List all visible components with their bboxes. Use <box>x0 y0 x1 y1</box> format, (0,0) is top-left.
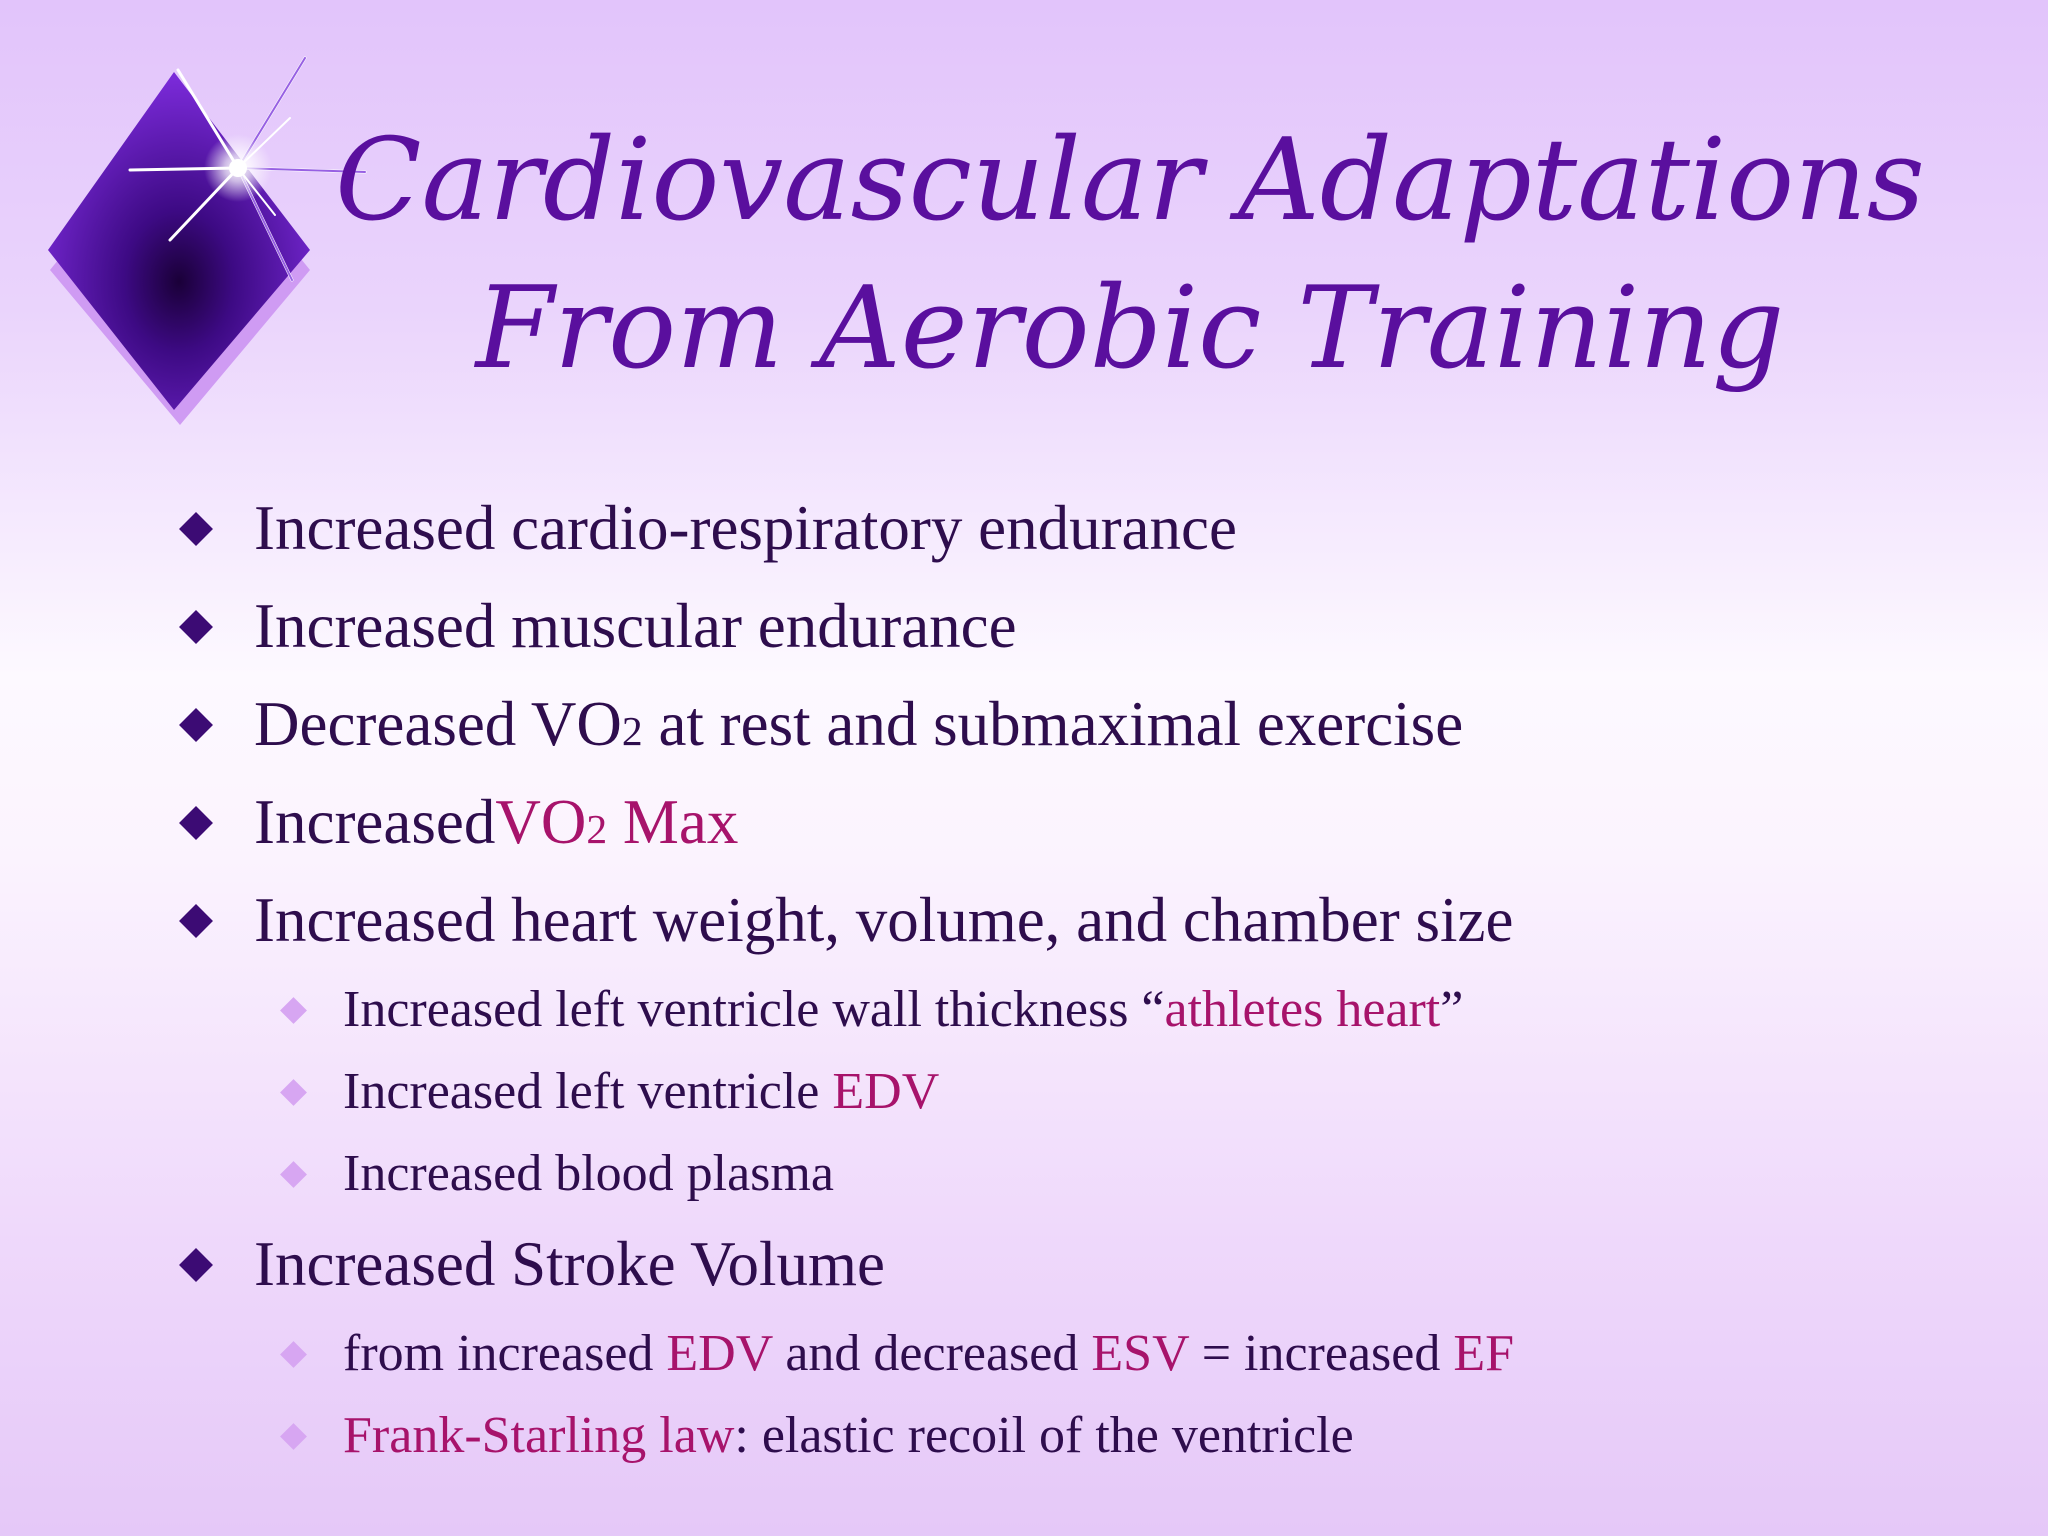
highlight-text-cont: Max <box>607 787 739 857</box>
bullet-text: Increased left ventricle <box>343 1063 833 1120</box>
highlight-text: Frank-Starling law <box>343 1407 735 1464</box>
highlight-edv: EDV <box>666 1325 773 1382</box>
bullet-item: IncreasedVO2 Max <box>178 786 738 859</box>
diamond-sub-bullet-icon <box>280 1078 307 1106</box>
bullet-text: Decreased VO <box>254 689 622 759</box>
bullet-item: Increased heart weight, volume, and cham… <box>178 884 1513 957</box>
highlight-esv: ESV <box>1091 1325 1189 1382</box>
diamond-sub-bullet-icon <box>280 996 307 1024</box>
bullet-text: Increased Stroke Volume <box>254 1229 886 1299</box>
bullet-text: Increased cardio-respiratory endurance <box>254 493 1237 563</box>
diamond-star-logo-icon <box>48 56 367 425</box>
title-line-1: Cardiovascular Adaptations <box>335 114 1925 246</box>
bullet-text-cont: ” <box>1440 981 1464 1038</box>
sub-bullet-item: Increased left ventricle wall thickness … <box>280 980 1463 1039</box>
highlight-text: EDV <box>832 1063 940 1120</box>
title-line-2: From Aerobic Training <box>475 262 1785 394</box>
bullet-text: Increased muscular endurance <box>254 591 1017 661</box>
bullet-text: Increased <box>254 787 496 857</box>
bullet-text-cont: and decreased <box>772 1325 1092 1382</box>
bullet-item: Increased cardio-respiratory endurance <box>178 492 1237 565</box>
bullet-text-cont: = increased <box>1188 1325 1454 1382</box>
bullet-text: Increased left ventricle wall thickness … <box>343 981 1165 1038</box>
subscript: 2 <box>621 708 643 754</box>
sub-bullet-item: Increased blood plasma <box>280 1144 834 1203</box>
bullet-text: Increased blood plasma <box>343 1145 834 1202</box>
diamond-sub-bullet-icon <box>280 1422 307 1450</box>
highlight-text: athletes heart <box>1164 981 1441 1038</box>
sub-bullet-item: Increased left ventricle EDV <box>280 1062 939 1121</box>
bullet-text-cont: : elastic recoil of the ventricle <box>734 1407 1354 1464</box>
bullet-item: Decreased VO2 at rest and submaximal exe… <box>178 688 1463 761</box>
highlight-subscript: 2 <box>586 806 608 852</box>
diamond-bullet-icon <box>179 707 213 742</box>
bullet-text-cont: at rest and submaximal exercise <box>642 689 1464 759</box>
diamond-sub-bullet-icon <box>280 1340 307 1368</box>
slide-title: Cardiovascular Adaptations From Aerobic … <box>260 106 2000 402</box>
diamond-bullet-icon <box>179 511 213 546</box>
sub-bullet-item: Frank-Starling law: elastic recoil of th… <box>280 1406 1354 1465</box>
diamond-bullet-icon <box>179 1247 213 1282</box>
bullet-item: Increased muscular endurance <box>178 590 1017 663</box>
bullet-text: Increased heart weight, volume, and cham… <box>254 885 1514 955</box>
highlight-text: VO <box>495 787 587 857</box>
highlight-ef: EF <box>1453 1325 1515 1382</box>
diamond-bullet-icon <box>179 805 213 840</box>
sub-bullet-item: from increased EDV and decreased ESV = i… <box>280 1324 1514 1383</box>
bullet-text: from increased <box>343 1325 667 1382</box>
diamond-sub-bullet-icon <box>280 1160 307 1188</box>
bullet-item: Increased Stroke Volume <box>178 1228 885 1301</box>
diamond-bullet-icon <box>179 609 213 644</box>
diamond-bullet-icon <box>179 903 213 938</box>
